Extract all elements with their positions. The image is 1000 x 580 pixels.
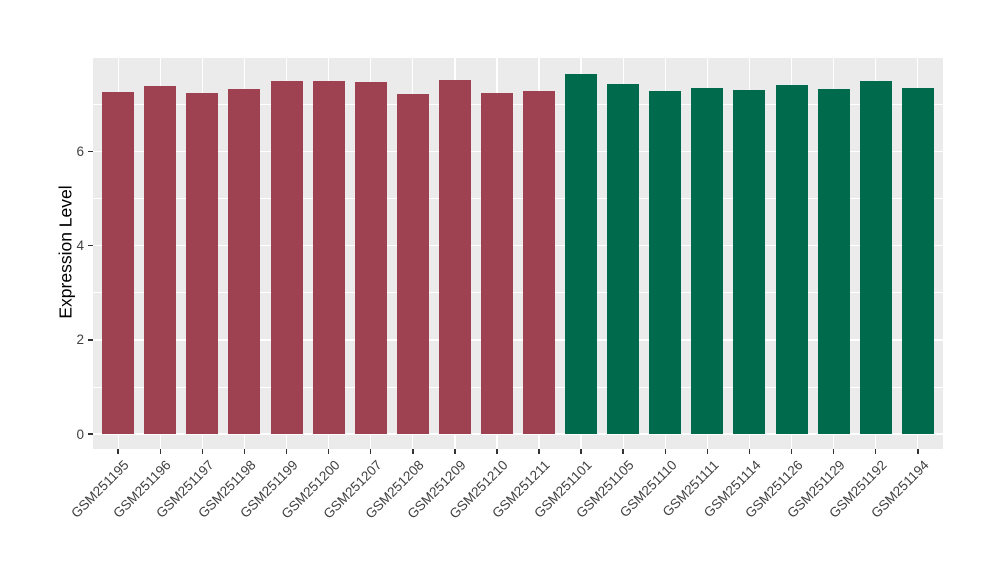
x-tick-mark-GSM251110 [664, 449, 667, 454]
x-tick-mark-GSM251192 [874, 449, 877, 454]
y-tick-mark-6 [88, 150, 93, 153]
x-tick-mark-GSM251194 [917, 449, 919, 454]
x-tick-mark-GSM251111 [706, 449, 709, 454]
bar-GSM251208 [396, 94, 429, 434]
y-tick-label-6: 6 [76, 143, 84, 159]
bar-GSM251101 [565, 74, 598, 434]
x-tick-mark-GSM251200 [327, 449, 330, 454]
x-tick-mark-GSM251210 [496, 449, 498, 454]
x-tick-mark-GSM251105 [622, 449, 624, 454]
major-gridline-y0 [93, 433, 943, 435]
bar-GSM251194 [901, 87, 934, 434]
x-tick-mark-GSM251126 [790, 449, 793, 454]
x-tick-mark-GSM251211 [538, 449, 540, 454]
x-tick-mark-GSM251129 [832, 449, 835, 454]
bar-GSM251211 [523, 91, 556, 434]
x-tick-mark-GSM251209 [454, 449, 456, 454]
major-gridline-y2 [93, 339, 943, 341]
bar-GSM251197 [186, 92, 219, 434]
bar-GSM251105 [607, 84, 640, 434]
y-tick-mark-2 [88, 339, 93, 341]
x-tick-mark-GSM251199 [285, 449, 288, 454]
minor-gridline-y5 [93, 198, 943, 199]
x-tick-mark-GSM251197 [201, 449, 204, 454]
y-tick-mark-0 [88, 433, 93, 435]
bar-GSM251198 [228, 88, 261, 434]
bar-GSM251195 [102, 91, 135, 434]
x-tick-mark-GSM251101 [580, 449, 582, 454]
bar-GSM251192 [859, 81, 892, 434]
minor-gridline-y1 [93, 386, 943, 388]
x-tick-mark-GSM251208 [412, 449, 414, 454]
major-gridline-y8 [93, 56, 943, 58]
bar-GSM251199 [270, 81, 303, 434]
bar-GSM251111 [691, 87, 724, 434]
y-tick-mark-4 [88, 244, 93, 247]
minor-gridline-y3 [93, 292, 943, 294]
plot-panel [93, 56, 943, 449]
bar-GSM251200 [312, 80, 345, 434]
y-tick-label-0: 0 [76, 426, 84, 442]
major-gridline-y4 [93, 244, 943, 247]
x-tick-mark-GSM251196 [159, 449, 162, 454]
x-tick-mark-GSM251198 [243, 449, 246, 454]
bar-GSM251110 [649, 90, 682, 434]
x-tick-mark-GSM251207 [369, 449, 372, 454]
bar-GSM251126 [775, 84, 808, 434]
bar-GSM251196 [144, 86, 177, 434]
bar-GSM251207 [354, 82, 387, 434]
bar-GSM251209 [438, 79, 471, 434]
y-tick-label-4: 4 [76, 238, 84, 254]
major-gridline-y6 [93, 150, 943, 153]
bar-GSM251210 [480, 92, 513, 434]
bar-GSM251129 [817, 88, 850, 434]
x-tick-mark-GSM251195 [117, 449, 119, 454]
minor-gridline-y7 [93, 103, 943, 105]
x-tick-mark-GSM251114 [748, 449, 751, 454]
y-tick-label-2: 2 [76, 332, 84, 348]
bar-GSM251114 [733, 89, 766, 434]
